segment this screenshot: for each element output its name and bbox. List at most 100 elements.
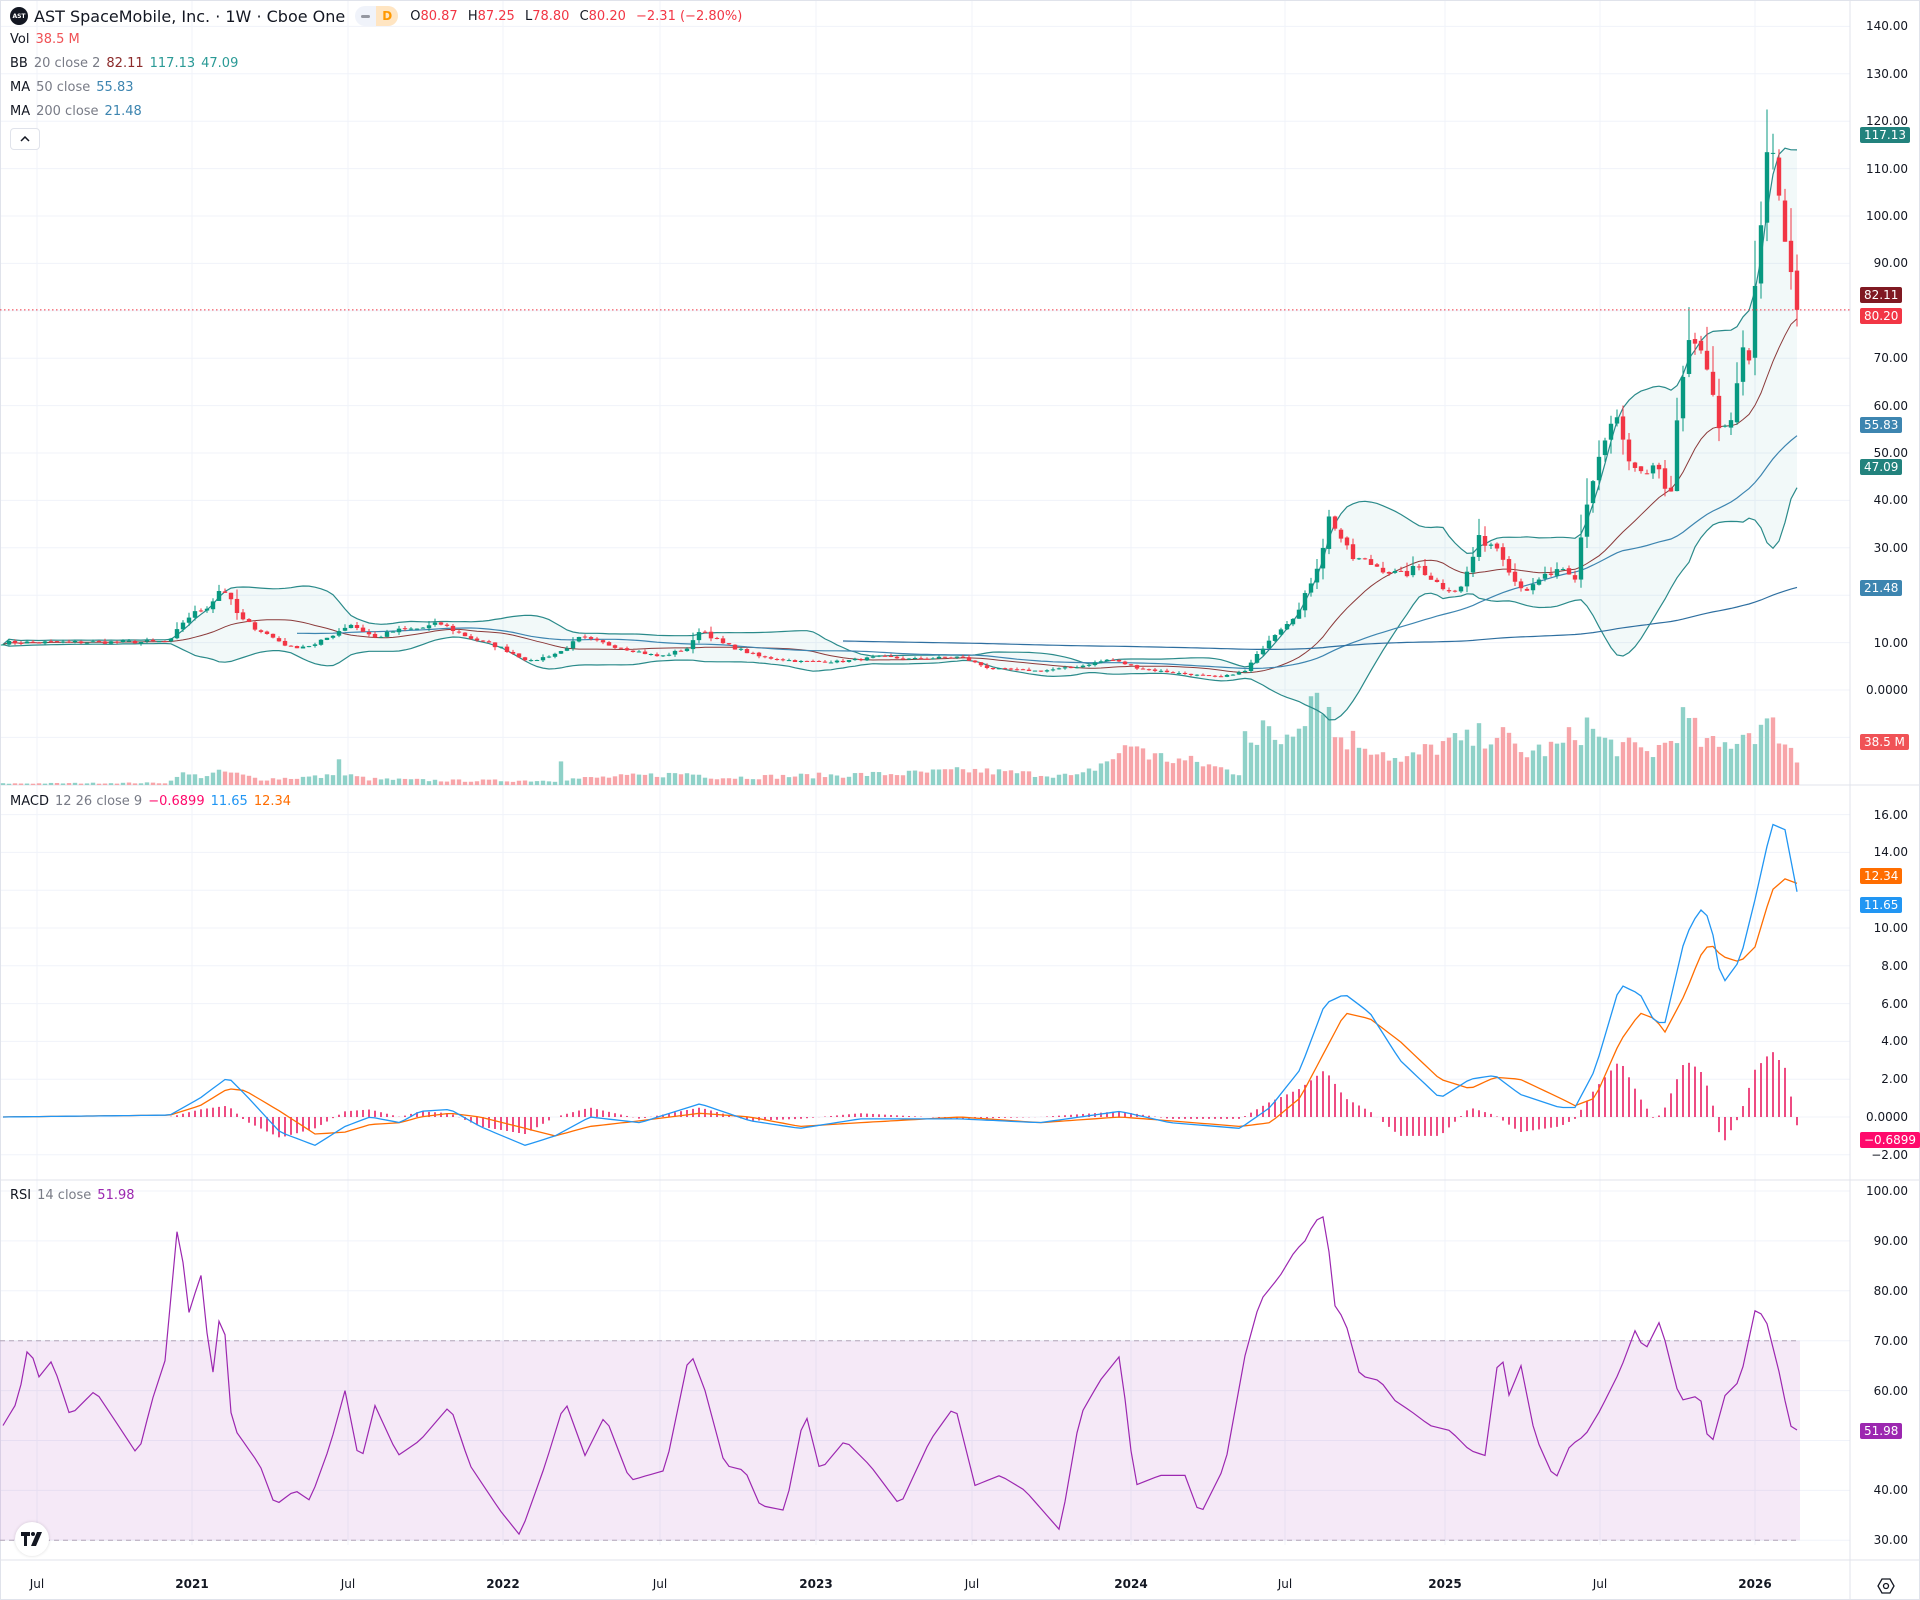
ma50-tag: 55.83 [1860, 417, 1903, 434]
price-tick: 120.00 [1866, 114, 1908, 129]
high-label: H [467, 8, 478, 24]
bb-basis-value: 82.11 [106, 56, 144, 71]
macd-hist-value: −0.6899 [148, 794, 205, 809]
price-tick: 100.00 [1866, 209, 1908, 223]
price-tick: 70.00 [1873, 351, 1908, 366]
ma200-line [842, 586, 1798, 650]
macd-signal-value: 12.34 [253, 794, 292, 809]
time-tick: 2025 [1428, 1577, 1462, 1591]
hexagon-settings-icon [1877, 1578, 1895, 1594]
bb-upper-tag: 117.13 [1860, 126, 1910, 143]
candles [0, 109, 1800, 678]
bb-upper-line [2, 147, 1798, 668]
time-tick: Jul [340, 1577, 356, 1591]
macd-legend-params: 12 26 close 9 [54, 794, 143, 809]
collapse-legend-button[interactable] [10, 128, 40, 150]
rsi-value: 51.98 [97, 1188, 135, 1203]
price-tick: 130.00 [1866, 66, 1908, 81]
volume-legend[interactable]: Vol 38.5 M [10, 32, 80, 47]
time-tick: 2021 [175, 1577, 209, 1591]
rsi-tick: 70.00 [1873, 1333, 1908, 1348]
symbol-logo-icon: AST [10, 7, 28, 25]
macd-tick: 16.00 [1873, 807, 1908, 822]
macd-line-value: 11.65 [210, 794, 248, 809]
low-value: 78.80 [532, 8, 570, 24]
last-tag: 80.20 [1860, 307, 1903, 324]
price-tick: 90.00 [1873, 256, 1908, 271]
symbol-header: AST AST SpaceMobile, Inc. · 1W · Cboe On… [10, 6, 748, 26]
bb-legend[interactable]: BB 20 close 2 82.11 117.13 47.09 [10, 56, 238, 71]
macd-tick: −2.00 [1871, 1147, 1908, 1162]
rsi-legend[interactable]: RSI 14 close 51.98 [10, 1188, 135, 1203]
price-tick: 0.0000 [1866, 683, 1908, 697]
delayed-data-letter: D [376, 6, 399, 26]
ma200-value: 21.48 [104, 104, 142, 119]
price-tick: 60.00 [1873, 398, 1908, 413]
bb-basis-line [2, 318, 1798, 674]
rsi-tick: 80.00 [1873, 1283, 1908, 1298]
chart-settings-button[interactable] [1876, 1576, 1896, 1596]
volume-legend-name: Vol [10, 32, 30, 47]
chevron-up-icon [20, 136, 30, 142]
price-tick: 10.00 [1873, 635, 1908, 650]
ma50-line [297, 435, 1798, 670]
rsi-tick: 100.00 [1866, 1184, 1908, 1198]
bb-lower-value: 47.09 [201, 56, 239, 71]
macd-tick: 10.00 [1873, 921, 1908, 935]
bb-upper-value: 117.13 [149, 56, 196, 71]
rsi-tick: 60.00 [1873, 1383, 1908, 1398]
macd-tag: 11.65 [1860, 896, 1903, 913]
macd-histogram [170, 1052, 1798, 1141]
time-tick: Jul [964, 1577, 980, 1591]
ohlc-values: O80.87 H87.25 L78.80 C80.20 −2.31 (−2.80… [410, 9, 748, 24]
macd-legend-name: MACD [10, 794, 49, 809]
time-tick: 2023 [799, 1577, 833, 1591]
rsi-line [2, 1216, 1798, 1536]
rsi-tick: 90.00 [1873, 1233, 1908, 1248]
macd-tick: 0.0000 [1866, 1110, 1908, 1124]
hist-tag: −0.6899 [1860, 1132, 1920, 1149]
ma200-legend[interactable]: MA 200 close 21.48 [10, 104, 142, 119]
volume-bars [0, 692, 1800, 785]
low-label: L [524, 8, 533, 24]
time-tick: Jul [1277, 1577, 1293, 1591]
symbol-title[interactable]: AST SpaceMobile, Inc. · 1W · Cboe One [34, 6, 346, 26]
ma50-legend[interactable]: MA 50 close 55.83 [10, 80, 134, 95]
time-tick: 2024 [1114, 1577, 1148, 1591]
time-tick: 2026 [1738, 1577, 1772, 1591]
change-value: −2.31 (−2.80%) [636, 8, 743, 24]
rsi-tag: 51.98 [1860, 1422, 1903, 1439]
price-tick: 40.00 [1873, 493, 1908, 508]
signal-tag: 12.34 [1860, 867, 1903, 884]
volume-tag: 38.5 M [1860, 734, 1909, 750]
ma200-legend-params: 200 close [36, 104, 99, 119]
market-status-badge[interactable]: D [355, 6, 399, 26]
macd-legend[interactable]: MACD 12 26 close 9 −0.6899 11.65 12.34 [10, 794, 291, 809]
ma50-legend-name: MA [10, 80, 31, 95]
rsi-tick: 40.00 [1873, 1483, 1908, 1498]
grid [0, 0, 1850, 1545]
bb-legend-params: 20 close 2 [33, 56, 101, 71]
macd-tick: 8.00 [1881, 958, 1908, 973]
macd-tick: 14.00 [1873, 845, 1908, 860]
ma200-legend-name: MA [10, 104, 31, 119]
ma50-legend-params: 50 close [36, 80, 91, 95]
macd-tick: 2.00 [1881, 1072, 1908, 1087]
close-value: 80.20 [588, 8, 626, 24]
dash-icon [361, 14, 371, 18]
bb-fill [3, 148, 1797, 720]
bb-basis-tag: 82.11 [1860, 286, 1903, 303]
bb-lower-tag: 47.09 [1860, 458, 1903, 475]
ma50-value: 55.83 [96, 80, 134, 95]
time-tick: Jul [1592, 1577, 1608, 1591]
rsi-legend-params: 14 close [37, 1188, 92, 1203]
time-tick: Jul [29, 1577, 45, 1591]
bb-legend-name: BB [10, 56, 28, 71]
price-tick: 50.00 [1873, 446, 1908, 460]
rsi-legend-name: RSI [10, 1188, 32, 1203]
ma200-tag: 21.48 [1860, 580, 1903, 597]
volume-legend-value: 38.5 M [35, 32, 80, 47]
tradingview-logo-icon[interactable] [15, 1522, 49, 1556]
time-tick: Jul [652, 1577, 668, 1591]
